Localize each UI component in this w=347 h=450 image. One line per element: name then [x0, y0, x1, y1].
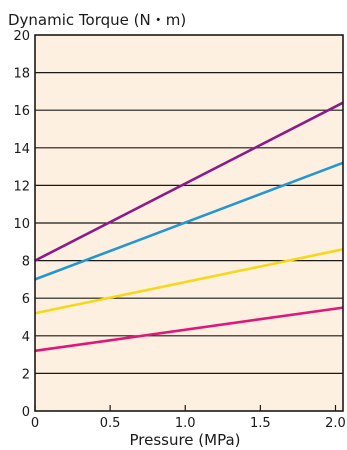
series-line-3	[34, 248, 344, 315]
x-tick-label: 2.0	[325, 416, 346, 431]
y-tick-label: 6	[22, 292, 30, 307]
plot-frame	[34, 34, 344, 412]
x-tick-label: 1.5	[250, 416, 271, 431]
y-tick-label: 4	[22, 330, 30, 345]
x-tick-label: 0.5	[100, 416, 121, 431]
y-tick-label: 0	[22, 405, 30, 420]
y-axis-ticks: 0 2 4 6 8 10 12 14 16 18 20	[13, 29, 30, 420]
y-tick-label: 10	[13, 217, 30, 232]
series-line-2	[34, 161, 344, 281]
y-tick-label: 16	[13, 104, 30, 119]
x-axis-ticks: 0 0.5 1.0 1.5 2.0	[31, 405, 346, 431]
x-tick-label: 0	[31, 416, 39, 431]
y-tick-label: 20	[13, 29, 30, 44]
x-axis-title: Pressure (MPa)	[129, 431, 240, 449]
series-line-4	[34, 306, 344, 353]
y-tick-label: 14	[13, 142, 30, 157]
y-tick-label: 12	[13, 179, 30, 194]
series-lines	[34, 101, 344, 353]
series-line-1	[34, 101, 344, 262]
y-tick-label: 18	[13, 67, 30, 82]
y-tick-label: 2	[22, 367, 30, 382]
y-tick-label: 8	[22, 255, 30, 270]
y-axis-title: Dynamic Torque (N・m)	[8, 11, 186, 29]
x-tick-label: 1.0	[175, 416, 196, 431]
